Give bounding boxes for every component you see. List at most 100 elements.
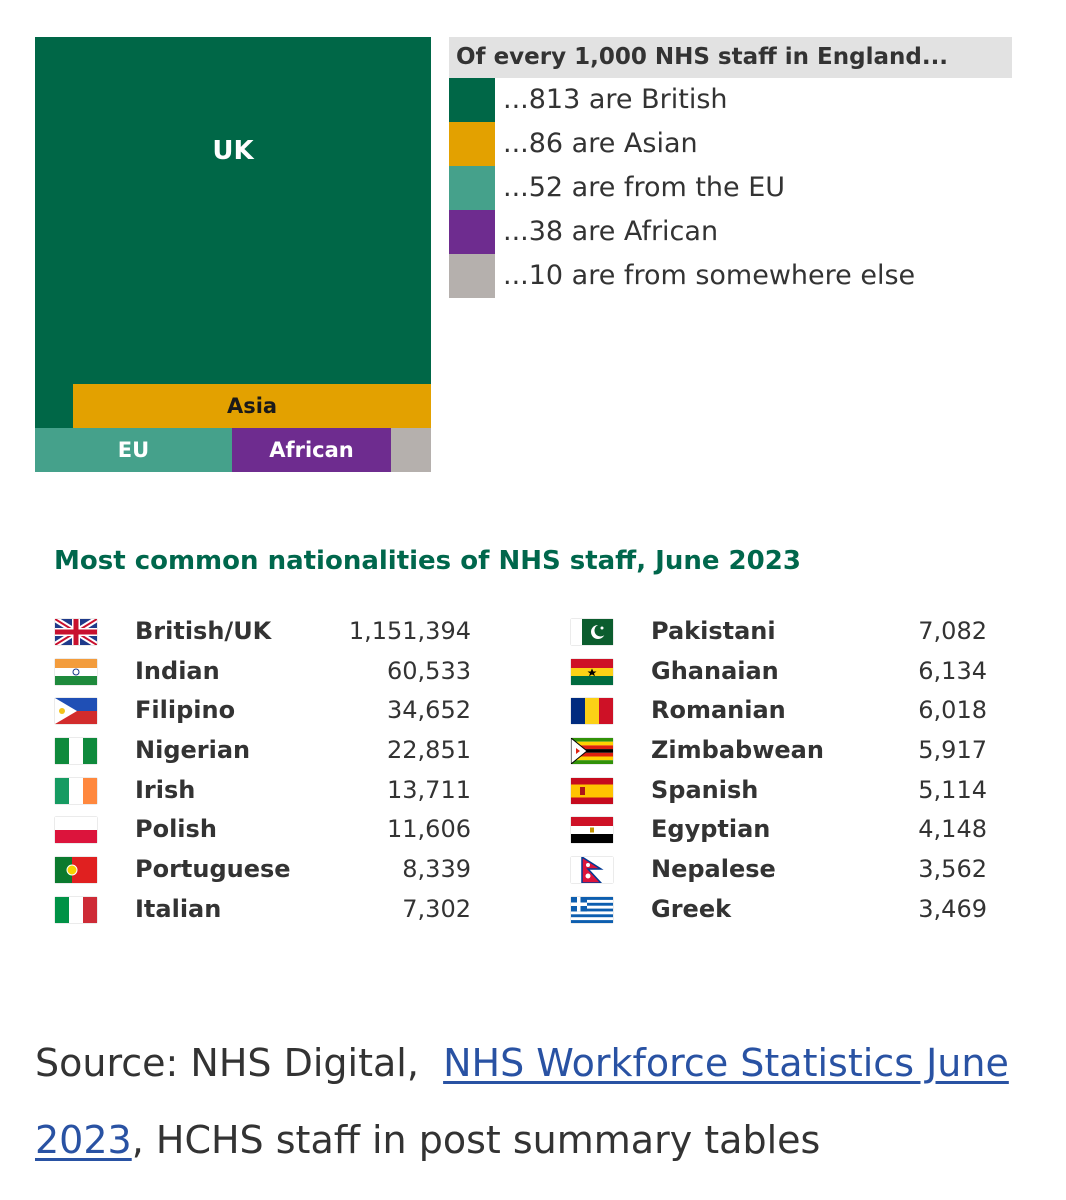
treemap-tile-eu: EU <box>35 428 232 472</box>
greece-flag-icon <box>571 896 613 923</box>
source-prefix: Source: NHS Digital, <box>35 1041 419 1085</box>
nationality-name: Pakistani <box>651 617 776 645</box>
nationality-count: 13,711 <box>387 775 471 804</box>
nationality-count: 3,562 <box>918 855 987 884</box>
treemap-label-asia: Asia <box>226 394 278 418</box>
treemap-legend: Of every 1,000 NHS staff in England... .… <box>449 37 1012 298</box>
source-note: Source: NHS Digital, NHS Workforce Stati… <box>35 1025 1035 1179</box>
nationality-name: Filipino <box>135 696 236 725</box>
nationality-row: Polish 11,606 <box>55 810 495 850</box>
nationality-row: Italian 7,302 <box>55 890 495 930</box>
nationality-count: 11,606 <box>387 815 471 844</box>
nationality-name: Indian <box>135 656 220 685</box>
treemap-tile-uk: UK <box>35 37 431 384</box>
nationality-row: Greek 3,469 <box>571 890 1011 930</box>
source-suffix: , HCHS staff in post summary tables <box>131 1118 821 1162</box>
nationality-name: Irish <box>135 775 196 804</box>
nationality-name: Spanish <box>651 775 759 804</box>
legend-label: ...38 are African <box>503 216 719 247</box>
nationality-name: Polish <box>135 815 217 844</box>
nationality-row: Zimbabwean 5,917 <box>571 731 1011 771</box>
legend-swatch <box>449 254 495 298</box>
nepal-flag-icon <box>571 857 613 884</box>
india-flag-icon <box>55 658 97 685</box>
nationality-row: Spanish 5,114 <box>571 771 1011 811</box>
legend-swatch <box>449 166 495 210</box>
legend-item: ...10 are from somewhere else <box>449 254 1012 298</box>
nationality-row: Pakistani 7,082 <box>571 612 1011 652</box>
nationality-row: Portuguese 8,339 <box>55 850 495 890</box>
nationality-row: Indian 60,533 <box>55 652 495 692</box>
treemap-tile-uk-strip <box>35 384 73 428</box>
table-title: Most common nationalities of NHS staff, … <box>54 546 801 576</box>
nationality-count: 6,018 <box>918 696 987 725</box>
nationality-count: 7,082 <box>918 617 987 645</box>
source-link[interactable]: NHS Workforce Statistics June 2023 <box>35 1041 1009 1162</box>
legend-swatch <box>449 122 495 166</box>
nationality-count: 22,851 <box>387 736 471 765</box>
nationality-row: Nepalese 3,562 <box>571 850 1011 890</box>
legend-label: ...52 are from the EU <box>503 172 786 203</box>
nationality-column-left: British/UK 1,151,394 Indian 60,533 Filipino 3… <box>55 612 495 930</box>
nationality-count: 8,339 <box>402 855 471 884</box>
ireland-flag-icon <box>55 777 97 804</box>
treemap-label-eu: EU <box>117 438 150 462</box>
romania-flag-icon <box>571 698 613 725</box>
nationality-name: British/UK <box>135 617 272 645</box>
nationality-count: 5,114 <box>918 775 987 804</box>
ghana-flag-icon <box>571 658 613 685</box>
nationality-name: Zimbabwean <box>651 736 824 765</box>
legend-item: ...813 are British <box>449 78 1012 122</box>
nigeria-flag-icon <box>55 738 97 765</box>
nationality-row: Nigerian 22,851 <box>55 731 495 771</box>
legend-label: ...86 are Asian <box>503 128 698 159</box>
legend-swatch <box>449 78 495 122</box>
spain-flag-icon <box>571 777 613 804</box>
nationality-count: 7,302 <box>402 894 471 923</box>
portugal-flag-icon <box>55 857 97 884</box>
nationality-row: Egyptian 4,148 <box>571 810 1011 850</box>
nationality-count: 60,533 <box>387 656 471 685</box>
philippines-flag-icon <box>55 698 97 725</box>
poland-flag-icon <box>55 817 97 844</box>
nationality-row: Filipino 34,652 <box>55 691 495 731</box>
nationality-count: 5,917 <box>918 736 987 765</box>
nationality-name: Nigerian <box>135 736 251 765</box>
nationality-count: 6,134 <box>918 656 987 685</box>
nationality-count: 3,469 <box>918 894 987 923</box>
pakistan-flag-icon <box>571 619 613 645</box>
legend-swatch <box>449 210 495 254</box>
treemap-label-african: African <box>269 438 354 462</box>
treemap-tile-other <box>391 428 431 472</box>
treemap-chart: UK Asia EU African <box>35 37 431 472</box>
nationality-row: British/UK 1,151,394 <box>55 612 495 652</box>
nationality-row: Ghanaian 6,134 <box>571 652 1011 692</box>
nationality-name: Romanian <box>651 696 786 725</box>
legend-title: Of every 1,000 NHS staff in England... <box>449 37 1012 78</box>
nationality-column-right: Pakistani 7,082 Ghanaian 6,134 Romanian 6,018… <box>571 612 1011 930</box>
italy-flag-icon <box>55 896 97 923</box>
treemap-tile-african: African <box>232 428 391 472</box>
nationality-name: Portuguese <box>135 855 291 884</box>
legend-rows: ...813 are British ...86 are Asian ...52 a… <box>449 78 1012 298</box>
treemap-tile-asia: Asia <box>73 384 431 428</box>
nationality-name: Nepalese <box>651 855 776 884</box>
treemap-label-uk: UK <box>212 135 254 166</box>
nationality-count: 34,652 <box>387 696 471 725</box>
nationality-count: 4,148 <box>918 815 987 844</box>
legend-item: ...86 are Asian <box>449 122 1012 166</box>
nationality-name: Greek <box>651 894 732 923</box>
nationality-name: Ghanaian <box>651 656 779 685</box>
legend-item: ...38 are African <box>449 210 1012 254</box>
nationality-name: Egyptian <box>651 815 771 844</box>
zimbabwe-flag-icon <box>571 738 613 765</box>
legend-label: ...10 are from somewhere else <box>503 260 916 291</box>
legend-label: ...813 are British <box>503 84 728 115</box>
nationality-row: Romanian 6,018 <box>571 691 1011 731</box>
nationality-row: Irish 13,711 <box>55 771 495 811</box>
nationality-count: 1,151,394 <box>348 617 471 645</box>
egypt-flag-icon <box>571 817 613 844</box>
nationality-name: Italian <box>135 894 222 923</box>
legend-item: ...52 are from the EU <box>449 166 1012 210</box>
uk-flag-icon <box>55 619 97 645</box>
